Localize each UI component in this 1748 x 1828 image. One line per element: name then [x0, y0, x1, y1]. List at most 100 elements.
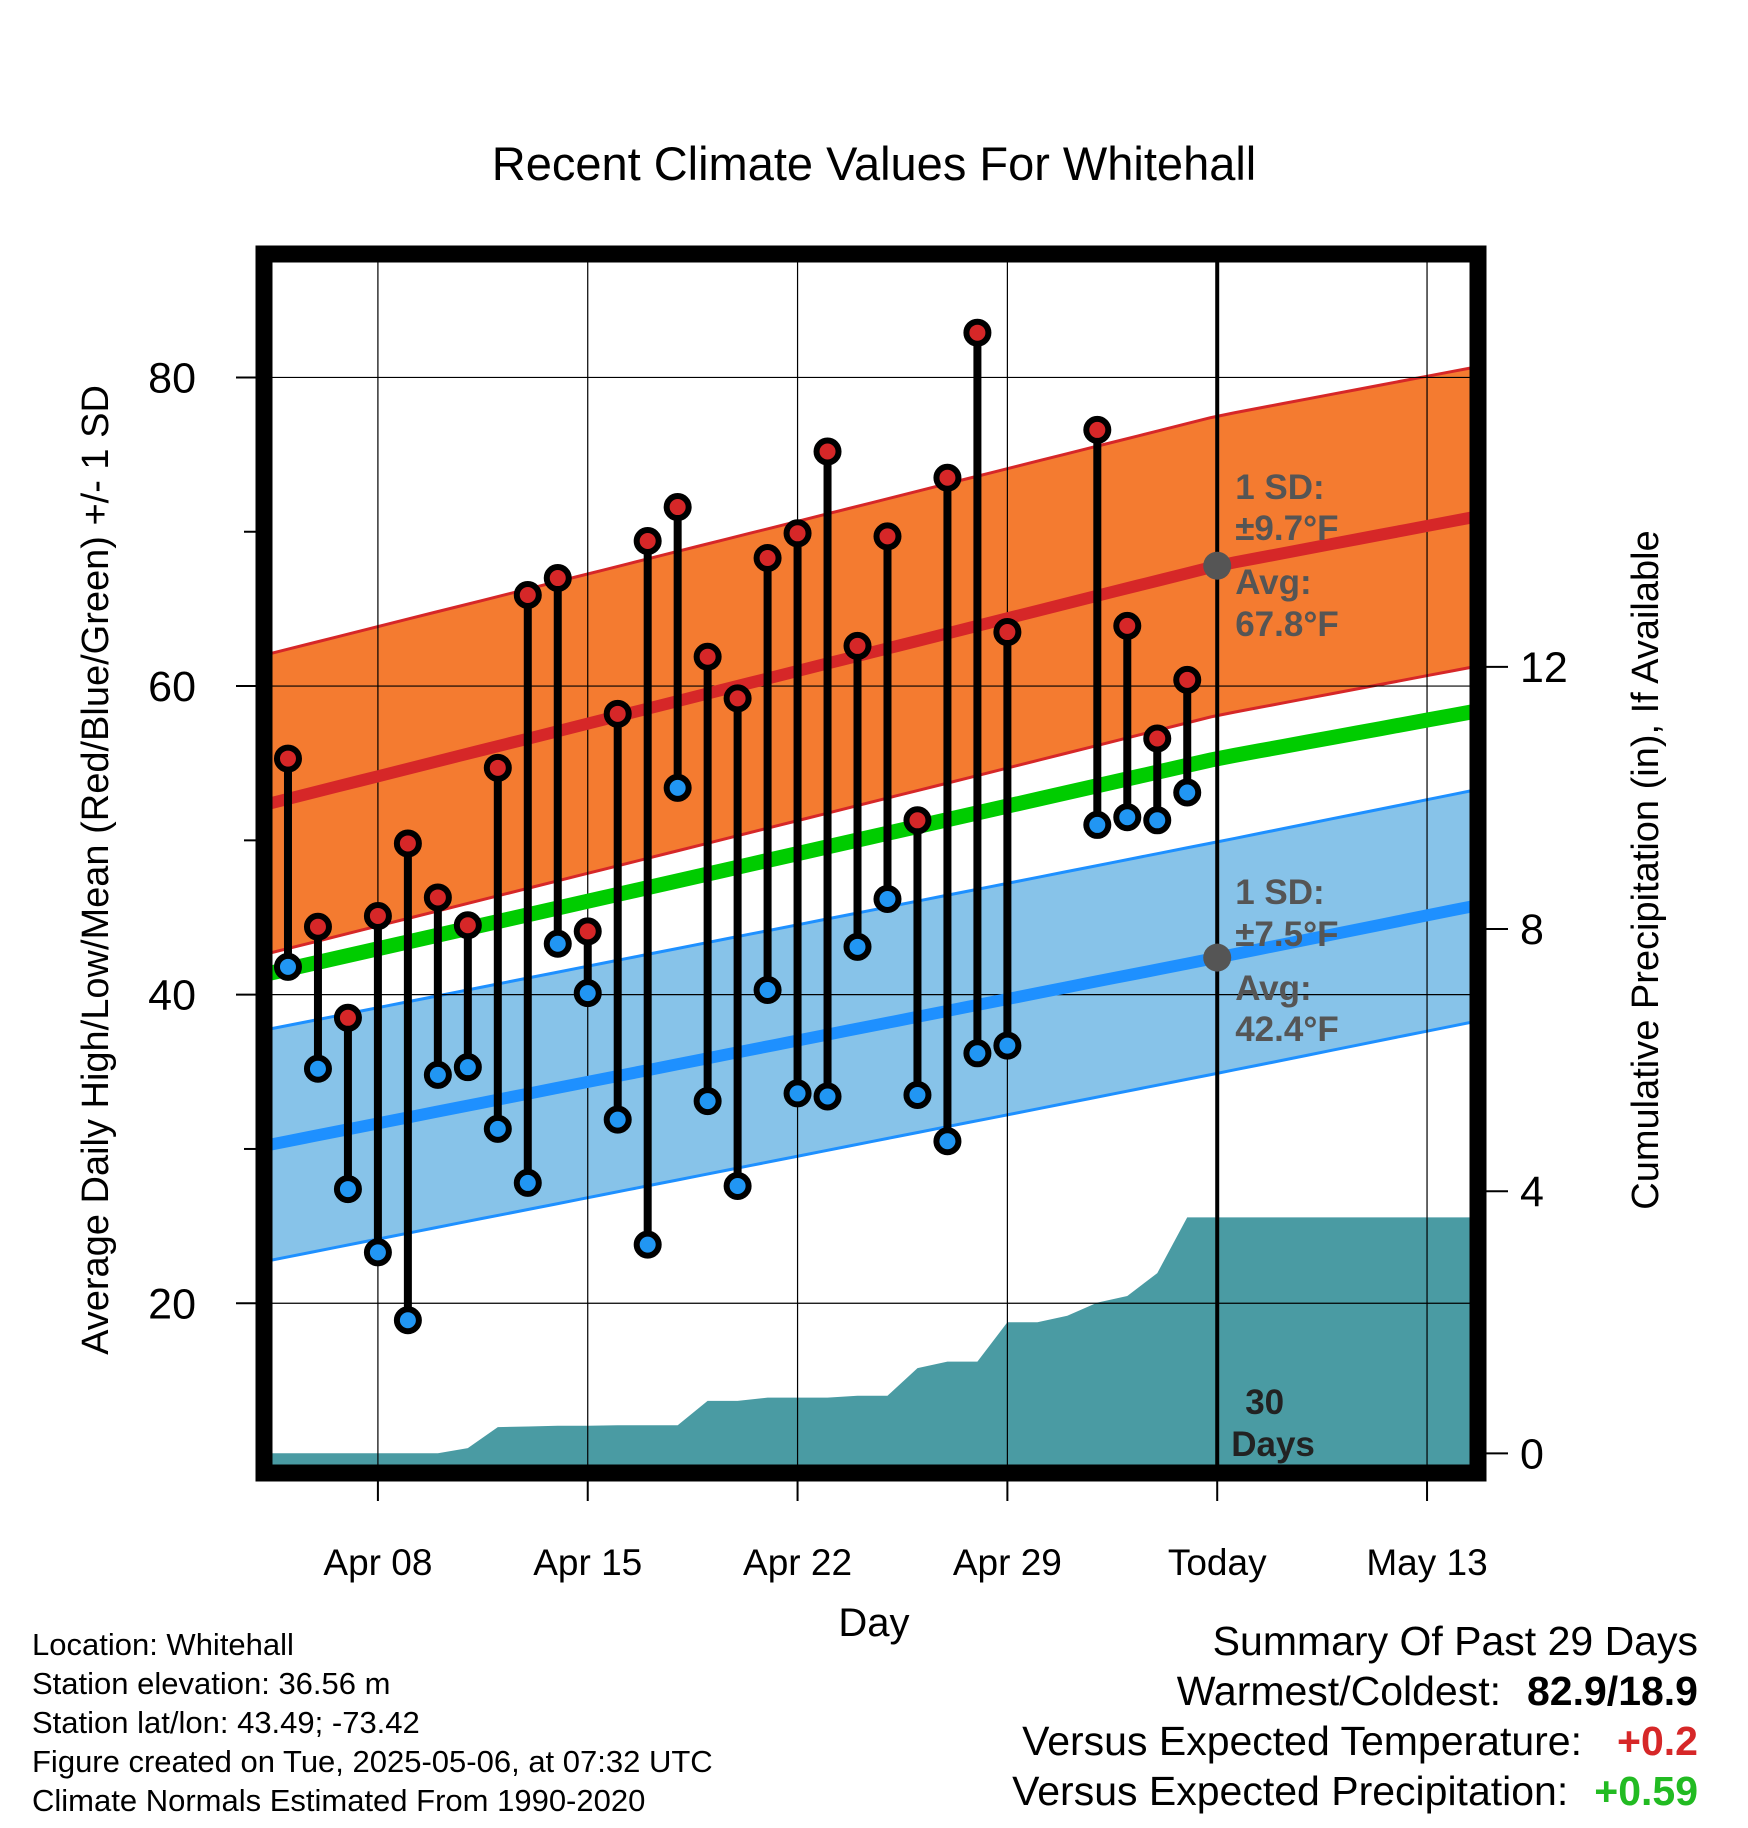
- low-sd-label: 1 SD:: [1235, 873, 1324, 912]
- x-tick-label: Today: [1168, 1542, 1267, 1583]
- observed-high-point: [1143, 724, 1172, 753]
- window-days-label: Days: [1231, 1425, 1315, 1464]
- x-tick-label: Apr 22: [743, 1542, 852, 1583]
- observed-high-point: [603, 699, 632, 728]
- observed-high-point: [843, 631, 872, 660]
- y-right-tick-label: 4: [1520, 1168, 1544, 1216]
- station-info: Location: Whitehall Station elevation: 3…: [32, 1625, 713, 1820]
- observed-high-point: [1173, 665, 1202, 694]
- observed-low-point: [333, 1175, 362, 1204]
- normals-text: Climate Normals Estimated From 1990-2020: [32, 1783, 646, 1818]
- summary-warmest-row: Warmest/Coldest: 82.9/18.9: [798, 1666, 1698, 1716]
- x-axis-label: Day: [838, 1601, 909, 1645]
- observed-low-point: [1173, 778, 1202, 807]
- observed-high-point: [783, 519, 812, 548]
- y-right-tick-label: 0: [1520, 1430, 1544, 1478]
- observed-high-point: [873, 522, 902, 551]
- y-left-tick-label: 60: [148, 663, 196, 711]
- observed-low-point: [1083, 810, 1112, 839]
- y-left-tick-label: 40: [148, 972, 196, 1020]
- observed-high-point: [813, 437, 842, 466]
- normal-low-line: [262, 899, 1480, 1152]
- observed-low-point: [603, 1105, 632, 1134]
- observed-high-point: [963, 318, 992, 347]
- observed-high-point: [573, 917, 602, 946]
- observed-high-point: [1113, 611, 1142, 640]
- low-avg-label: Avg:: [1235, 969, 1311, 1008]
- chart-title: Recent Climate Values For Whitehall: [492, 137, 1256, 190]
- y-left-tick-label: 20: [148, 1280, 196, 1328]
- observed-low-point: [573, 979, 602, 1008]
- high-sd-label: 1 SD:: [1235, 468, 1324, 507]
- temp-value: +0.2: [1617, 1718, 1698, 1764]
- observed-low-point: [393, 1306, 422, 1335]
- x-tick-label: May 13: [1366, 1542, 1487, 1583]
- temp-label: Versus Expected Temperature:: [1022, 1718, 1582, 1764]
- today-low-avg-marker: [1203, 943, 1232, 972]
- normal-low-lower-edge: [263, 1019, 1479, 1264]
- summary-temp-row: Versus Expected Temperature: +0.2: [798, 1716, 1698, 1766]
- y-axis-left-label: Average Daily High/Low/Mean (Red/Blue/Gr…: [75, 385, 117, 1355]
- precip-label: Versus Expected Precipitation:: [1012, 1768, 1569, 1814]
- y-right-tick-label: 12: [1520, 644, 1568, 692]
- observed-high-point: [933, 463, 962, 492]
- observed-high-point: [723, 684, 752, 713]
- observed-high-point: [483, 753, 512, 782]
- observed-high-point: [393, 829, 422, 858]
- high-sd-value: ±9.7°F: [1235, 509, 1338, 548]
- observed-high-point: [693, 642, 722, 671]
- observed-low-point: [693, 1087, 722, 1116]
- observed-low-point: [423, 1060, 452, 1089]
- observed-low-point: [1143, 806, 1172, 835]
- summary-panel: Summary Of Past 29 Days Warmest/Coldest:…: [798, 1616, 1698, 1816]
- observed-high-point: [513, 581, 542, 610]
- latlon-text: Station lat/lon: 43.49; -73.42: [32, 1705, 420, 1740]
- today-high-avg-marker: [1203, 551, 1232, 580]
- observed-low-point: [903, 1080, 932, 1109]
- observed-low-point: [633, 1230, 662, 1259]
- observed-high-point: [333, 1003, 362, 1032]
- warmest-value: 82.9/18.9: [1527, 1668, 1698, 1714]
- high-avg-value: 67.8°F: [1235, 605, 1339, 644]
- observed-high-point: [273, 744, 302, 773]
- observed-low-point: [1113, 803, 1142, 832]
- observed-low-point: [303, 1054, 332, 1083]
- normal-high-lower-edge: [263, 664, 1479, 956]
- observed-low-point: [933, 1127, 962, 1156]
- observed-low-point: [993, 1031, 1022, 1060]
- observed-high-point: [423, 883, 452, 912]
- x-tick-label: Apr 29: [953, 1542, 1062, 1583]
- observed-low-point: [873, 884, 902, 913]
- normal-high-band: [264, 366, 1478, 955]
- observed-high-point: [903, 806, 932, 835]
- observed-low-point: [753, 976, 782, 1005]
- location-text: Location: Whitehall: [32, 1627, 294, 1662]
- observed-low-point: [783, 1079, 812, 1108]
- warmest-label: Warmest/Coldest:: [1176, 1668, 1501, 1714]
- observed-high-point: [633, 527, 662, 556]
- precip-value: +0.59: [1594, 1768, 1698, 1814]
- observed-low-point: [483, 1114, 512, 1143]
- summary-title: Summary Of Past 29 Days: [1212, 1618, 1698, 1664]
- observed-high-point: [303, 912, 332, 941]
- observed-low-point: [663, 773, 692, 802]
- window-days-number: 30: [1245, 1383, 1284, 1422]
- y-axis-right-label: Cumulative Precipitation (in), If Availa…: [1625, 530, 1667, 1209]
- elevation-text: Station elevation: 36.56 m: [32, 1666, 391, 1701]
- low-avg-value: 42.4°F: [1235, 1010, 1339, 1049]
- created-text: Figure created on Tue, 2025-05-06, at 07…: [32, 1744, 713, 1779]
- observed-high-point: [663, 493, 692, 522]
- observed-low-point: [543, 929, 572, 958]
- x-tick-label: Apr 15: [533, 1542, 642, 1583]
- plot-frame: [255, 245, 1487, 1482]
- y-left-tick-label: 80: [148, 354, 196, 402]
- observed-low-point: [813, 1082, 842, 1111]
- normal-high-upper-edge: [263, 365, 1479, 657]
- observed-high-point: [1083, 415, 1112, 444]
- precip-area: [264, 1217, 1478, 1473]
- high-avg-label: Avg:: [1235, 563, 1311, 602]
- observed-low-point: [963, 1039, 992, 1068]
- x-tick-label: Apr 08: [323, 1542, 432, 1583]
